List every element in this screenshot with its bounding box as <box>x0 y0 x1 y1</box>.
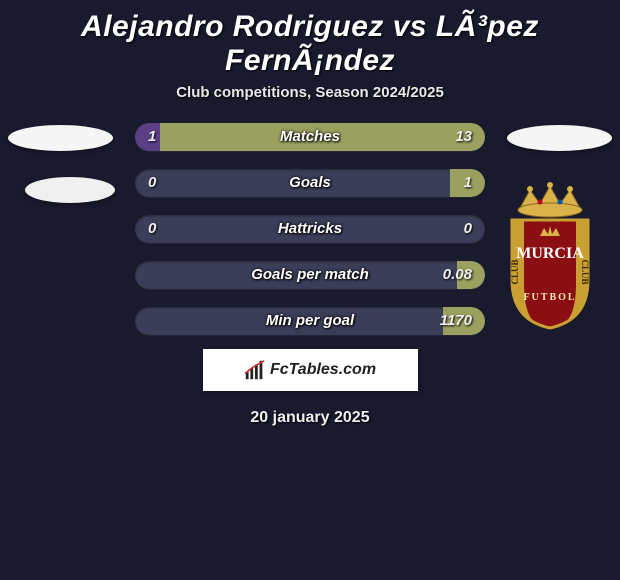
page-title: Alejandro Rodriguez vs LÃ³pez FernÃ¡ndez <box>0 0 620 80</box>
stat-row: Matches113 <box>0 119 620 155</box>
brand-box[interactable]: FcTables.com <box>203 349 418 391</box>
stat-bar-left <box>135 123 160 151</box>
stat-bar-track <box>135 123 485 151</box>
stat-bar-track <box>135 307 485 335</box>
club-badge: MURCIA FUTBOL CLUB CLUB <box>500 180 600 330</box>
brand-label: FcTables.com <box>270 361 376 379</box>
page-subtitle: Club competitions, Season 2024/2025 <box>0 80 620 119</box>
stat-bar-right <box>160 123 486 151</box>
date-label: 20 january 2025 <box>0 391 620 427</box>
badge-side-text-right: CLUB <box>580 259 590 284</box>
crown-icon <box>518 182 582 217</box>
stat-bar-right <box>443 307 485 335</box>
badge-banner-text: MURCIA <box>516 245 584 262</box>
stat-bar-right <box>450 169 485 197</box>
bar-chart-icon <box>244 359 266 381</box>
stat-bar-track <box>135 169 485 197</box>
badge-side-text-left: CLUB <box>510 259 520 284</box>
stat-bar-track <box>135 215 485 243</box>
stat-bar-right <box>457 261 485 289</box>
badge-footer-text: FUTBOL <box>523 292 576 303</box>
stat-bar-track <box>135 261 485 289</box>
